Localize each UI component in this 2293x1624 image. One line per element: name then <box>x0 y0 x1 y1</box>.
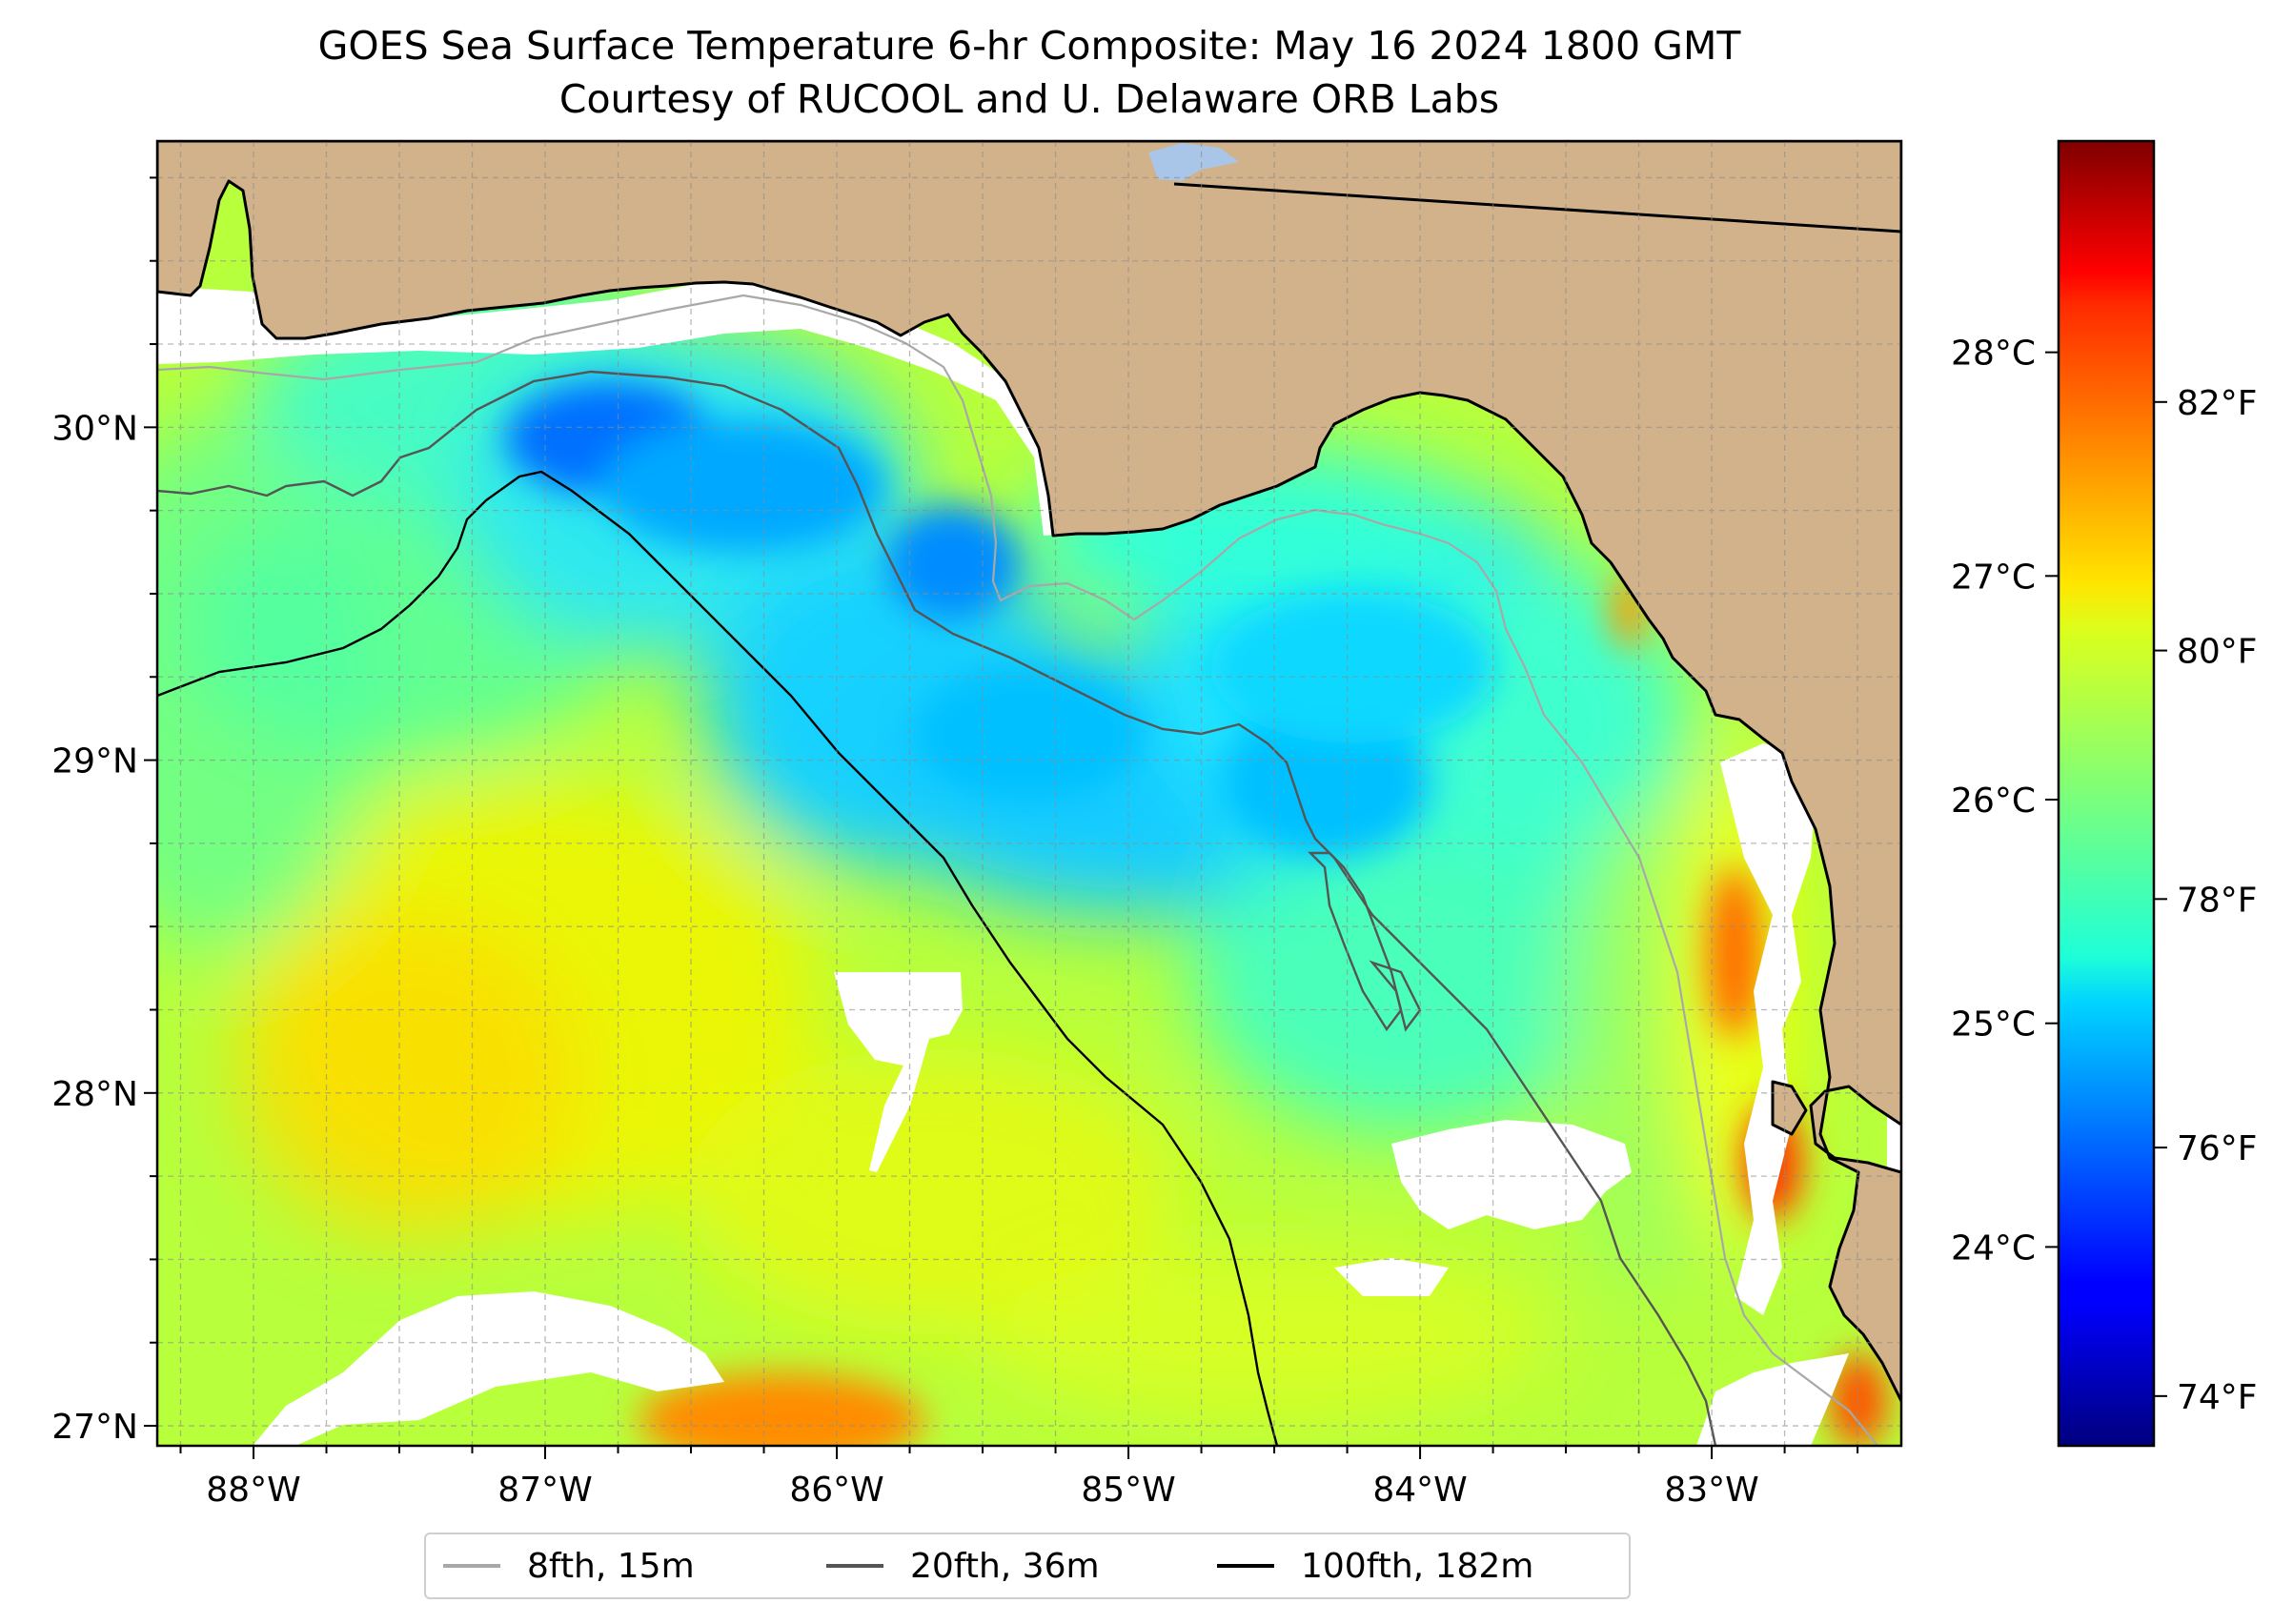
colorbar-frame <box>2057 139 2156 1448</box>
legend-line-8fth <box>443 1564 500 1568</box>
longitude-axis: 88°W 87°W 86°W 85°W 84°W 83°W <box>179 1446 1859 1510</box>
colorbar-c-label: 26°C <box>1951 782 2036 821</box>
sst-cold-core <box>505 381 1496 858</box>
colorbar-f-label: 80°F <box>2177 633 2258 672</box>
colorbar: 74°F 76°F 78°F 80°F 82°F 24°C 25°C 26°C 27°C 28°… <box>1951 139 2258 1448</box>
colorbar-c-label: 27°C <box>1951 558 2036 597</box>
contour-20fth <box>157 370 1717 1446</box>
colorbar-c-label: 28°C <box>1951 335 2036 374</box>
latitude-axis: 27°N 28°N 29°N 30°N <box>51 176 157 1447</box>
legend-item-8fth: 8fth, 15m <box>443 1534 695 1597</box>
colorbar-f-label: 76°F <box>2177 1129 2258 1168</box>
legend-item-100fth: 100fth, 182m <box>1217 1534 1533 1597</box>
colorbar-fahrenheit-axis: 74°F 76°F 78°F 80°F 82°F <box>2154 384 2258 1417</box>
map-area <box>157 141 1901 1446</box>
lat-tick-label: 27°N <box>51 1408 138 1447</box>
lat-tick-label: 30°N <box>51 409 138 448</box>
lon-tick-label: 84°W <box>1372 1471 1467 1510</box>
legend-label-20fth: 20fth, 36m <box>910 1546 1100 1586</box>
lon-tick-label: 86°W <box>789 1471 883 1510</box>
lon-tick-label: 85°W <box>1081 1471 1175 1510</box>
lat-tick-label: 28°N <box>51 1075 138 1114</box>
legend-label-100fth: 100fth, 182m <box>1301 1546 1534 1586</box>
colorbar-celsius-axis: 24°C 25°C 26°C 27°C 28°C <box>1951 335 2059 1268</box>
land <box>157 141 1901 1403</box>
gridlines <box>157 141 1901 1446</box>
map-subtitle: Courtesy of RUCOOL and U. Delaware ORB L… <box>558 76 1500 122</box>
colorbar-c-label: 25°C <box>1951 1005 2036 1045</box>
colorbar-f-label: 74°F <box>2177 1378 2258 1417</box>
lon-tick-label: 87°W <box>497 1471 592 1510</box>
colorbar-c-label: 24°C <box>1951 1228 2036 1268</box>
inland-water <box>1148 143 1901 233</box>
legend-label-8fth: 8fth, 15m <box>527 1546 695 1586</box>
lon-tick-label: 83°W <box>1664 1471 1758 1510</box>
contour-100fth <box>157 470 1279 1446</box>
map-frame <box>155 139 1903 1448</box>
contour-8fth <box>157 294 1878 1446</box>
colorbar-f-label: 78°F <box>2177 881 2258 920</box>
legend-line-20fth <box>826 1564 883 1568</box>
colorbar-f-label: 82°F <box>2177 384 2258 423</box>
lon-tick-label: 88°W <box>206 1471 300 1510</box>
lat-tick-label: 29°N <box>51 742 138 782</box>
legend-item-20fth: 20fth, 36m <box>826 1534 1100 1597</box>
colorbar-gradient <box>2059 141 2154 1446</box>
legend: 8fth, 15m 20fth, 36m 100fth, 182m <box>424 1533 1631 1599</box>
map-title: GOES Sea Surface Temperature 6-hr Compos… <box>317 23 1741 69</box>
legend-line-100fth <box>1217 1564 1274 1568</box>
